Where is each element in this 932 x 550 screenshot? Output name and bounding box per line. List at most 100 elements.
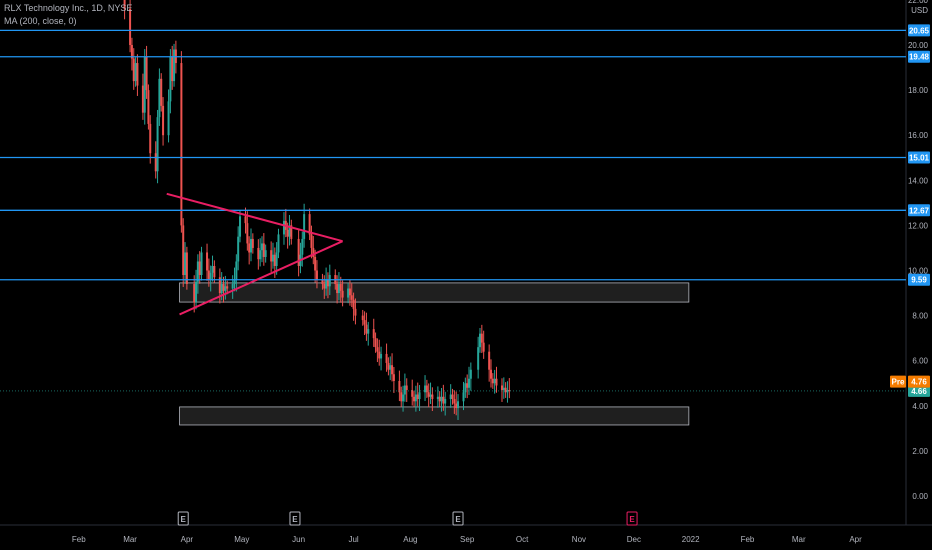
candle-body (341, 290, 344, 298)
candle-body (469, 369, 472, 379)
candle-body (147, 90, 150, 124)
candle-body (233, 279, 236, 285)
candle-body (449, 394, 452, 400)
candle-body (482, 342, 485, 352)
earnings-marker-label: E (181, 515, 187, 524)
y-axis: 22.00 20.00 18.00 16.00 14.00 12.00 10.00 8.00 6… (908, 0, 929, 501)
candle-body (209, 272, 212, 280)
candle-body (218, 277, 221, 294)
x-tick-label: Feb (741, 535, 755, 544)
candle-body (195, 281, 198, 303)
x-tick-label: Nov (572, 535, 586, 544)
pre-market-tag-badge (890, 375, 906, 388)
candle-body (500, 385, 503, 391)
candle-body (440, 396, 443, 402)
candle-body (297, 238, 300, 266)
candle-body (391, 365, 394, 375)
candle-body (429, 394, 432, 397)
candle-body (257, 247, 260, 260)
x-tick-label: Apr (181, 535, 194, 544)
earnings-marker-box (452, 511, 464, 526)
candle-body (411, 390, 414, 397)
earnings-marker-box (289, 511, 301, 526)
candle-body (380, 353, 383, 359)
candle-body (141, 85, 144, 113)
candle-body (246, 223, 249, 244)
candle-body (312, 247, 315, 257)
candle-body (132, 58, 135, 82)
candle-body (413, 396, 416, 402)
candle-body (123, 0, 126, 9)
x-tick-label: Dec (627, 535, 641, 544)
candle-body (495, 378, 498, 386)
candle-body (438, 396, 441, 402)
x-axis: Feb Mar Apr May Jun Jul Aug Sep Oct Nov Dec 2022 Feb… (72, 535, 862, 544)
candle-body (182, 225, 185, 276)
candle-body (136, 63, 139, 86)
candle-body (185, 252, 188, 285)
symbol-title: RLX Technology Inc., 1D, NYSE (4, 3, 133, 13)
candle-body (149, 123, 152, 154)
candle-body (248, 243, 251, 253)
candle-body (231, 284, 234, 289)
candle-body (378, 351, 381, 359)
candle-body (451, 394, 454, 400)
candle-body (339, 284, 342, 291)
candle-body (464, 383, 467, 393)
candle-body (418, 392, 421, 400)
candle-body (336, 284, 339, 294)
level-price-badge (908, 24, 930, 37)
candle-body (154, 153, 157, 172)
candles-layer (123, 0, 511, 421)
candle-body (392, 374, 395, 381)
candle-body (158, 78, 161, 118)
candle-body (387, 362, 390, 370)
candle-body (301, 238, 304, 255)
zone-box-1 (179, 406, 690, 426)
candle-body (226, 286, 229, 289)
candle-body (184, 252, 187, 276)
candle-body (427, 392, 430, 397)
triangle-lower-line (179, 240, 344, 316)
candle-body (244, 216, 247, 224)
candle-body (282, 220, 285, 235)
candle-body (424, 385, 427, 393)
x-tick-label: Jul (348, 535, 358, 544)
candle-body (303, 214, 306, 239)
candle-body (277, 234, 280, 253)
pre-market-price-badge (908, 375, 930, 388)
candle-body (416, 394, 419, 400)
candle-body (480, 333, 483, 343)
candle-body (323, 284, 326, 289)
earnings-marker-label: E (629, 515, 635, 524)
candle-body (361, 315, 364, 321)
candle-body (315, 270, 318, 280)
y-tick-label: 8.00 (912, 312, 928, 321)
candle-body (224, 286, 227, 291)
candle-body (466, 383, 469, 388)
y-tick-label: 12.00 (908, 221, 929, 230)
x-tick-label: Apr (849, 535, 862, 544)
indicator-label: MA (200, close, 0) (4, 16, 77, 26)
candle-body (222, 284, 225, 291)
candle-body (372, 329, 375, 339)
candle-body (314, 256, 317, 271)
candle-body (264, 250, 267, 257)
x-tick-label: Mar (123, 535, 137, 544)
candle-body (352, 299, 355, 309)
candle-body (414, 394, 417, 402)
candle-body (431, 394, 434, 400)
x-tick-label: May (234, 535, 249, 544)
candle-body (260, 243, 263, 251)
candle-body (275, 252, 278, 266)
candle-body (171, 56, 174, 82)
candle-body (129, 8, 132, 46)
y-tick-label: 0.00 (912, 492, 928, 501)
candle-body (455, 403, 458, 409)
y-tick-label: 2.00 (912, 447, 928, 456)
candle-body (405, 385, 408, 391)
y-tick-label: 16.00 (908, 131, 929, 140)
